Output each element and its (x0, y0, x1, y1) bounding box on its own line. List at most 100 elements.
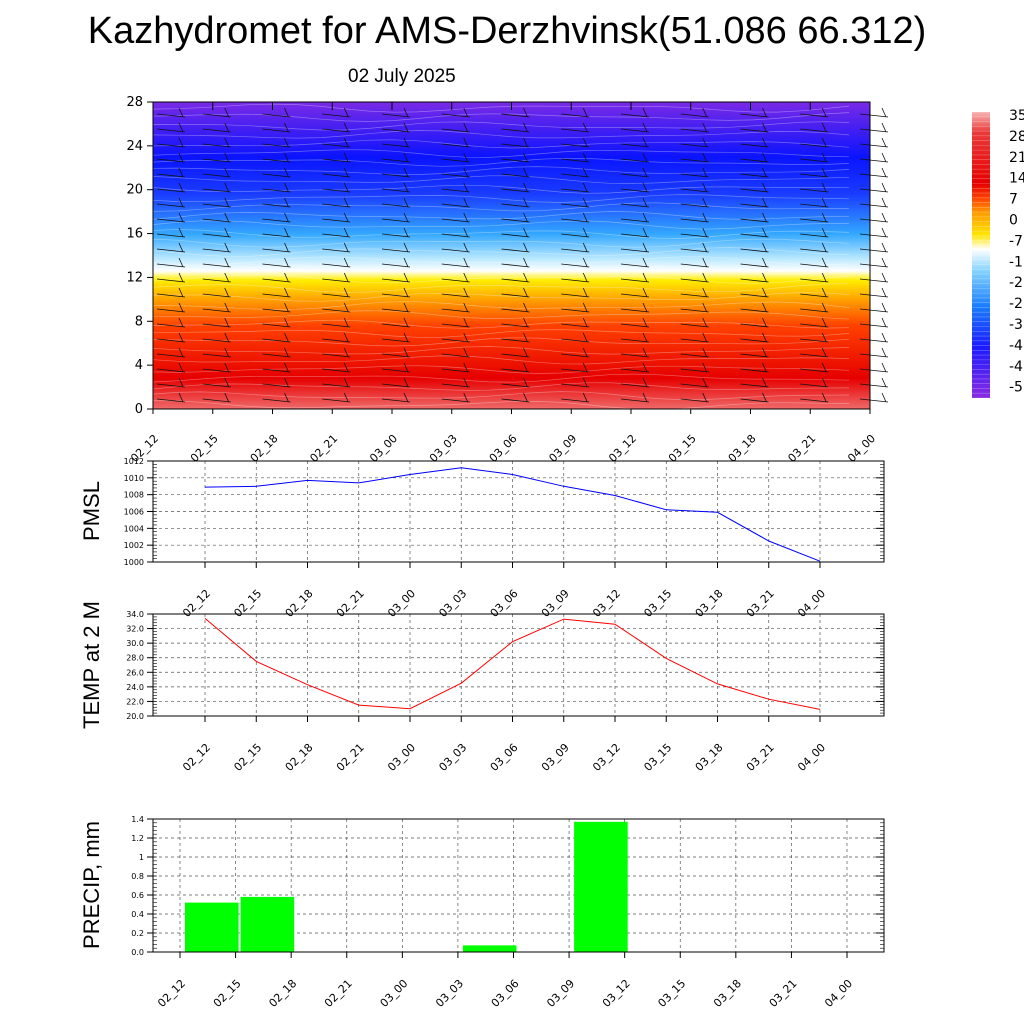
wind-barb (800, 308, 829, 313)
y-tick-label: 4 (135, 358, 143, 373)
wind-barb-feather (582, 257, 588, 268)
wind-barb-feather (343, 197, 349, 208)
wind-barb (501, 293, 530, 298)
wind-barb-feather (403, 167, 409, 178)
isotherm-line (152, 139, 850, 149)
wind-barb-feather (224, 302, 230, 313)
wind-barb-feather (821, 332, 827, 343)
wind-barb (501, 338, 530, 343)
wind-barb (800, 398, 829, 403)
wind-barb-feather (178, 197, 184, 208)
precip-bar (574, 821, 628, 952)
wind-barb-feather (463, 107, 469, 118)
wind-barb-feather (284, 332, 289, 343)
wind-barb (800, 158, 829, 163)
x-tick-label: 03_15 (641, 587, 674, 620)
wind-barb (262, 323, 291, 328)
wind-barb (156, 398, 186, 403)
wind-barb (501, 188, 530, 193)
wind-barb-feather (642, 392, 648, 403)
wind-barb (680, 233, 709, 238)
wind-barb (322, 188, 351, 193)
wind-barb-feather (224, 212, 230, 223)
wind-barb (740, 218, 769, 223)
x-tick-label: 02_15 (188, 432, 221, 465)
wind-barb-feather (762, 152, 767, 163)
wind-barb (680, 368, 709, 373)
wind-barb (262, 113, 291, 118)
wind-barb (680, 338, 709, 343)
x-tick-label: 02_21 (322, 977, 355, 1010)
wind-barb (740, 323, 769, 328)
wind-barb-feather (821, 257, 827, 268)
isotherm-line (152, 256, 850, 266)
wind-barb (859, 113, 889, 118)
isotherm-line (152, 238, 850, 248)
wind-barb-feather (178, 347, 184, 358)
colorbar-label: 21 (1009, 150, 1024, 166)
wind-barb (740, 143, 769, 148)
y-tick-label: 1 (139, 853, 144, 862)
wind-barb-feather (582, 197, 588, 208)
wind-barb-feather (178, 107, 184, 118)
wind-barb-feather (403, 212, 409, 223)
wind-barb-feather (702, 212, 708, 223)
colorbar-label: -1 (1009, 254, 1023, 270)
isotherm-line (152, 292, 850, 302)
wind-barb-feather (582, 347, 588, 358)
wind-barb (202, 383, 231, 388)
wind-barb (441, 158, 470, 163)
wind-barb (262, 248, 291, 253)
wind-barb-feather (821, 287, 827, 298)
wind-barb (800, 293, 829, 298)
wind-barb (262, 188, 291, 193)
y-tick-label: 1004 (124, 524, 144, 533)
y-tick-label: 0.6 (131, 891, 144, 900)
isotherm-line (152, 355, 850, 365)
wind-barb (322, 263, 351, 268)
wind-barb-feather (403, 107, 409, 118)
wind-barb-feather (821, 182, 827, 193)
x-tick-label: 03_06 (488, 587, 521, 620)
wind-barb-feather (224, 362, 230, 373)
wind-barb-feather (463, 212, 469, 223)
y-tick-label: 0.8 (131, 872, 144, 881)
wind-barb-feather (762, 272, 767, 283)
wind-barb-feather (821, 212, 827, 223)
isotherm-line (152, 166, 850, 175)
colorbar-label: 35 (1009, 108, 1024, 124)
wind-barb-feather (702, 347, 708, 358)
wind-barb-feather (284, 152, 289, 163)
colorbar-label: 7 (1009, 192, 1018, 208)
wind-barb-feather (343, 317, 349, 328)
wind-barb (680, 278, 709, 283)
wind-barb-feather (284, 377, 289, 388)
wind-barb-feather (523, 377, 528, 388)
wind-barb (561, 173, 590, 178)
wind-barb (561, 143, 590, 148)
wind-barb (680, 398, 709, 403)
wind-barb-feather (343, 392, 349, 403)
wind-barb-feather (224, 107, 230, 118)
isotherm-line (152, 184, 850, 194)
wind-barb-feather (582, 317, 588, 328)
wind-barb (156, 263, 186, 268)
wind-barb-feather (403, 302, 409, 313)
y-tick-label: 1.2 (131, 834, 144, 843)
wind-barb-feather (178, 392, 184, 403)
wind-barb (156, 113, 186, 118)
x-tick-label: 02_18 (266, 977, 299, 1010)
wind-barb (262, 383, 291, 388)
wind-barb-feather (762, 107, 767, 118)
wind-barb-feather (523, 347, 528, 358)
wind-barb (381, 233, 411, 238)
wind-barb (441, 188, 470, 193)
wind-barb-feather (642, 137, 648, 148)
wind-barb-feather (702, 182, 708, 193)
wind-barb-feather (343, 167, 349, 178)
wind-barb (381, 308, 411, 313)
isotherm-line (152, 121, 850, 131)
colorbar-label: 28 (1009, 129, 1024, 145)
wind-barb (800, 173, 829, 178)
wind-barb-feather (642, 242, 648, 253)
